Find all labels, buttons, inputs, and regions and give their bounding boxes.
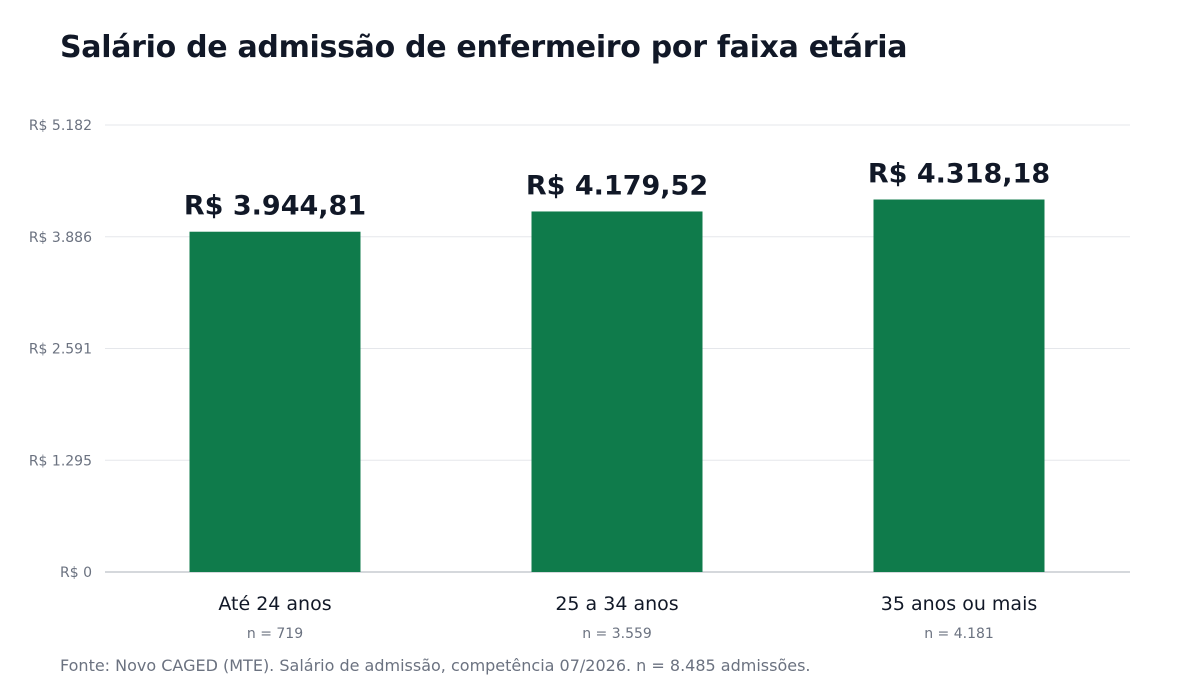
value-label: R$ 4.318,18 — [868, 159, 1050, 190]
y-tick-label: R$ 0 — [60, 565, 92, 581]
bar — [531, 211, 703, 572]
y-tick-label: R$ 5.182 — [29, 118, 92, 134]
bar — [873, 199, 1045, 572]
value-label: R$ 4.179,52 — [526, 170, 708, 201]
bars — [189, 199, 1045, 573]
category-label: 35 anos ou mais — [881, 593, 1038, 615]
y-tick-label: R$ 1.295 — [29, 453, 92, 469]
y-tick-label: R$ 3.886 — [29, 230, 92, 246]
category-label: 25 a 34 anos — [555, 593, 678, 615]
value-label: R$ 3.944,81 — [184, 191, 366, 222]
labels: R$ 3.944,81 Até 24 anos n = 719 R$ 4.179,52… — [184, 159, 1050, 642]
bar — [189, 231, 361, 573]
sample-size-label: n = 4.181 — [924, 626, 994, 642]
sample-size-label: n = 3.559 — [582, 626, 652, 642]
chart-title: Salário de admissão de enfermeiro por fa… — [60, 30, 908, 65]
sample-size-label: n = 719 — [247, 626, 303, 642]
category-label: Até 24 anos — [218, 593, 331, 615]
y-tick-label: R$ 2.591 — [29, 342, 92, 358]
source-note: Fonte: Novo CAGED (MTE). Salário de admi… — [60, 656, 811, 675]
